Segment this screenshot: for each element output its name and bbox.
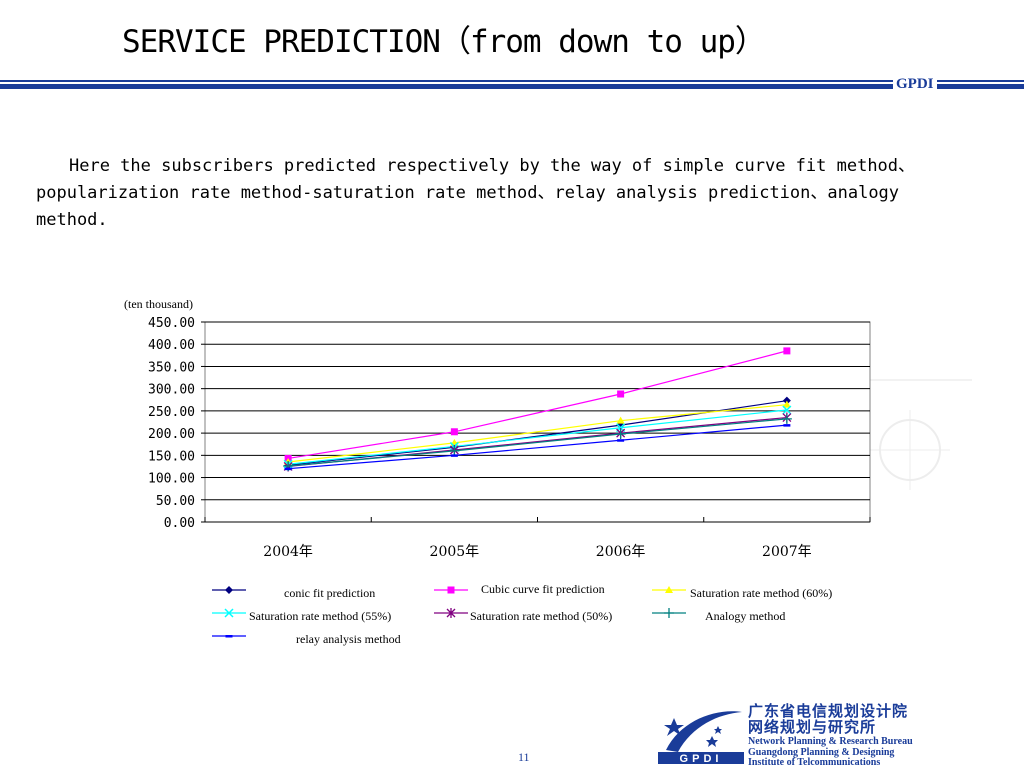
plot-area <box>204 321 871 523</box>
legend-marker <box>664 608 674 618</box>
y-tick-label: 0.00 <box>164 516 195 531</box>
legend-swatch <box>212 608 246 618</box>
gpdi-logo-icon: GPDI <box>658 711 744 765</box>
data-point <box>782 400 791 408</box>
data-point <box>782 405 792 415</box>
x-tick-label: 2006年 <box>596 544 646 560</box>
x-tick-label: 2005年 <box>430 544 480 560</box>
legend-marker <box>225 586 233 594</box>
y-tick-label: 400.00 <box>148 338 195 353</box>
legend-swatch <box>652 608 686 618</box>
legend-label: Saturation rate method (50%) <box>470 609 613 623</box>
header-rule-thick <box>0 84 1024 89</box>
legend-marker <box>224 608 234 618</box>
y-tick-label: 450.00 <box>148 316 195 331</box>
y-tick-label: 300.00 <box>148 383 195 398</box>
chart-unit-label: (ten thousand) <box>124 297 193 311</box>
logo-text: GPDI <box>680 753 723 765</box>
legend-label: Analogy method <box>705 609 786 623</box>
legend-label: relay analysis method <box>296 632 401 646</box>
series-line-5 <box>288 418 787 467</box>
x-tick-label: 2007年 <box>762 544 812 560</box>
background-watermark-icon <box>870 379 972 490</box>
data-point <box>783 424 791 427</box>
data-point <box>617 439 625 442</box>
data-point <box>616 416 625 424</box>
data-point <box>615 429 626 439</box>
org-name-cn-1: 广东省电信规划设计院 <box>748 702 909 720</box>
org-name-en-2: Guangdong Planning & Designing <box>748 747 895 758</box>
legend-swatch <box>652 586 686 593</box>
page-number: 11 <box>518 750 530 764</box>
legend-marker <box>225 635 233 638</box>
legend-swatch <box>212 635 246 638</box>
series-line-1 <box>288 350 788 460</box>
org-name-en-1: Network Planning & Research Bureau <box>748 736 913 747</box>
legend-label: conic fit prediction <box>284 586 376 600</box>
legend-label: Saturation rate method (55%) <box>249 609 392 623</box>
data-point <box>782 396 791 405</box>
legend-swatch <box>212 586 246 594</box>
description-paragraph: Here the subscribers predicted respectiv… <box>36 156 916 230</box>
y-tick-label: 200.00 <box>148 427 195 442</box>
data-point <box>450 428 458 436</box>
series-line-3 <box>288 409 787 465</box>
data-point <box>783 347 791 355</box>
brand-label: GPDI <box>893 76 937 93</box>
legend-marker <box>447 586 455 594</box>
slide-title: SERVICE PREDICTION（from down to up） <box>122 24 766 60</box>
legend-label: Saturation rate method (60%) <box>690 586 833 600</box>
data-point <box>450 454 458 457</box>
y-tick-label: 150.00 <box>148 449 195 464</box>
x-tick-label: 2004年 <box>263 544 313 560</box>
line-chart: 450.00 400.00 350.00 300.00 250.00 200.00 150.… <box>148 316 871 560</box>
legend-marker <box>446 608 456 618</box>
data-point <box>449 445 460 456</box>
y-tick-label: 250.00 <box>148 405 195 420</box>
data-point <box>617 390 625 398</box>
y-tick-label: 50.00 <box>156 494 195 509</box>
org-name-cn-2: 网络规划与研究所 <box>748 718 877 736</box>
data-point <box>781 413 792 424</box>
legend-swatch <box>434 608 468 618</box>
series-line-2 <box>288 404 787 463</box>
legend-marker <box>665 586 673 593</box>
org-name-en-3: Institute of Telcommunications <box>748 757 881 768</box>
y-tick-label: 100.00 <box>148 472 195 487</box>
data-point <box>284 467 292 471</box>
header-rule-thin <box>0 80 1024 82</box>
legend-swatch <box>434 586 468 594</box>
y-tick-label: 350.00 <box>148 360 195 375</box>
legend-label: Cubic curve fit prediction <box>481 582 605 596</box>
series-line-6 <box>288 424 787 470</box>
